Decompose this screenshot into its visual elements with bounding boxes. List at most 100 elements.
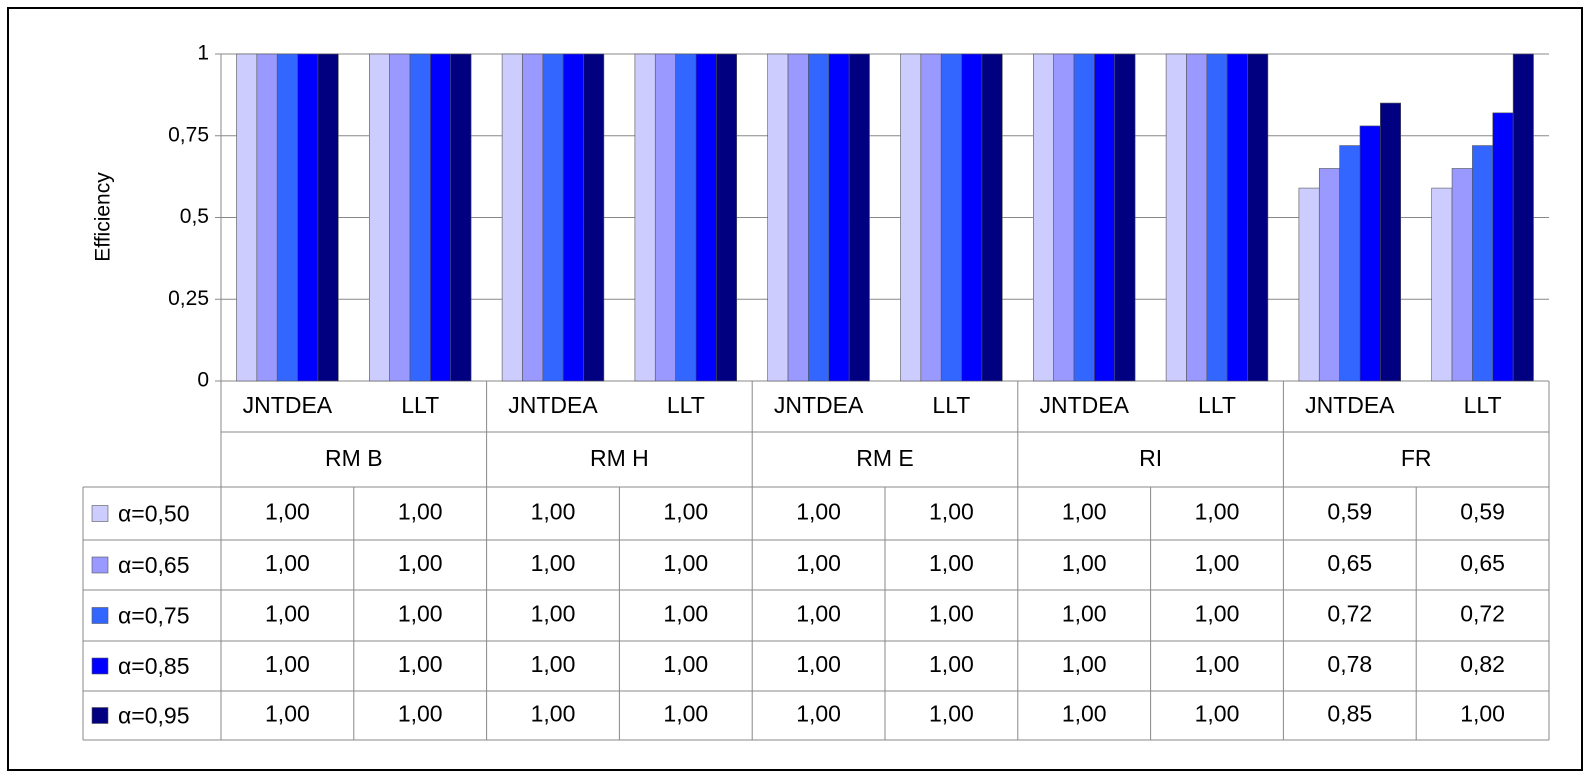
table-value: 1,00 xyxy=(531,701,576,727)
x-tick-label: JNTDEA xyxy=(1305,392,1395,418)
table-value: 0,72 xyxy=(1460,601,1505,627)
table-value: 1,00 xyxy=(398,651,443,677)
table-value: 1,00 xyxy=(663,651,708,677)
table-value: 0,72 xyxy=(1327,601,1372,627)
group-label: RM B xyxy=(325,445,383,471)
table-value: 1,00 xyxy=(663,550,708,576)
table-value: 1,00 xyxy=(796,550,841,576)
table-value: 1,00 xyxy=(398,550,443,576)
bar xyxy=(767,53,789,382)
table-value: 1,00 xyxy=(398,701,443,727)
table-value: 1,00 xyxy=(398,499,443,525)
bar xyxy=(1247,53,1269,382)
bar xyxy=(409,53,431,382)
bar xyxy=(1226,53,1248,382)
table-value: 1,00 xyxy=(265,701,310,727)
bar xyxy=(368,53,390,382)
bar xyxy=(940,53,962,382)
table-value: 1,00 xyxy=(796,651,841,677)
table-value: 1,00 xyxy=(1195,651,1240,677)
bar xyxy=(981,53,1003,382)
bar xyxy=(1053,53,1075,382)
bar xyxy=(583,53,605,382)
table-value: 1,00 xyxy=(663,601,708,627)
bar xyxy=(787,53,809,382)
y-tick-label: 1 xyxy=(197,42,209,65)
bar xyxy=(236,53,258,382)
table-value: 1,00 xyxy=(1062,701,1107,727)
table-value: 1,00 xyxy=(663,701,708,727)
bar xyxy=(501,53,523,382)
bar xyxy=(716,53,738,382)
table-value: 1,00 xyxy=(265,550,310,576)
group-label: RM E xyxy=(856,445,914,471)
bar xyxy=(828,53,850,382)
x-tick-label: JNTDEA xyxy=(774,392,864,418)
bar xyxy=(450,53,472,382)
bar xyxy=(961,53,983,382)
bar xyxy=(1380,102,1401,382)
bar xyxy=(1359,125,1381,382)
x-tick-label: JNTDEA xyxy=(1039,392,1129,418)
bar xyxy=(522,53,544,382)
table-value: 1,00 xyxy=(1062,601,1107,627)
table-value: 1,00 xyxy=(531,550,576,576)
bar xyxy=(256,53,278,382)
table-value: 0,82 xyxy=(1460,651,1505,677)
y-tick-label: 0,75 xyxy=(168,123,209,146)
bar xyxy=(1431,187,1453,382)
table-value: 1,00 xyxy=(398,601,443,627)
legend-label: α=0,95 xyxy=(118,703,190,729)
bar xyxy=(1298,187,1320,382)
bar xyxy=(1512,53,1534,382)
bar xyxy=(634,53,656,382)
table-value: 1,00 xyxy=(663,499,708,525)
group-label: FR xyxy=(1401,445,1432,471)
x-tick-label: LLT xyxy=(1464,392,1502,418)
bar xyxy=(808,53,830,382)
table-value: 1,00 xyxy=(929,550,974,576)
bar xyxy=(1073,53,1095,382)
bar xyxy=(297,53,319,382)
bar xyxy=(1033,53,1054,382)
bar xyxy=(542,53,564,382)
bar xyxy=(848,53,870,382)
table-value: 1,00 xyxy=(1195,550,1240,576)
bar xyxy=(695,53,717,382)
x-tick-label: LLT xyxy=(1198,392,1236,418)
table-value: 1,00 xyxy=(265,499,310,525)
table-value: 1,00 xyxy=(796,601,841,627)
x-tick-label: JNTDEA xyxy=(243,392,333,418)
x-tick-label: JNTDEA xyxy=(508,392,598,418)
legend-label: α=0,65 xyxy=(118,552,190,578)
legend-label: α=0,75 xyxy=(118,603,190,629)
x-tick-label: LLT xyxy=(667,392,705,418)
legend-swatch xyxy=(91,556,109,574)
y-tick-label: 0 xyxy=(197,369,209,392)
legend-swatch xyxy=(91,607,109,624)
table-value: 1,00 xyxy=(929,601,974,627)
bar xyxy=(389,53,411,382)
table-value: 1,00 xyxy=(1195,499,1240,525)
legend-swatch xyxy=(91,657,109,675)
bar xyxy=(1451,168,1473,382)
legend-label: α=0,50 xyxy=(118,501,190,527)
legend-swatch xyxy=(91,505,109,522)
bar xyxy=(1165,53,1187,382)
y-tick-label: 0,25 xyxy=(168,287,209,310)
group-label: RM H xyxy=(590,445,649,471)
bar xyxy=(920,53,942,382)
bar xyxy=(675,53,697,382)
table-value: 1,00 xyxy=(265,601,310,627)
bar xyxy=(562,53,584,382)
table-value: 1,00 xyxy=(1460,701,1505,727)
x-tick-label: LLT xyxy=(932,392,970,418)
table-value: 1,00 xyxy=(929,499,974,525)
table-value: 0,85 xyxy=(1327,701,1372,727)
group-label: RI xyxy=(1139,445,1162,471)
table-value: 1,00 xyxy=(531,499,576,525)
table-value: 0,65 xyxy=(1327,550,1372,576)
bar xyxy=(1472,145,1494,382)
bar xyxy=(276,53,298,382)
